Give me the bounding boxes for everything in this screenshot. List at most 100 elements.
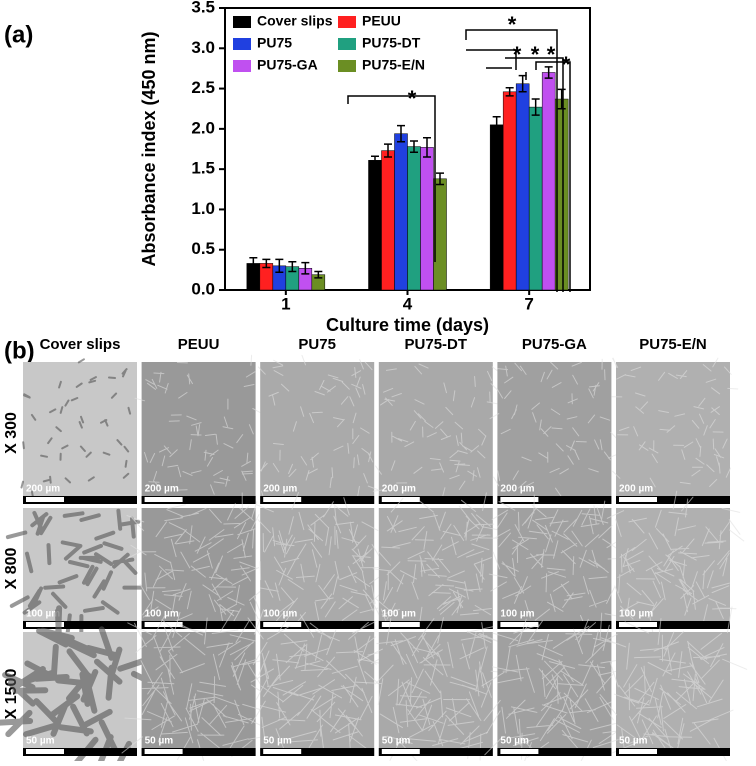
row-label: X 800 [3, 547, 20, 589]
scale-bar [263, 622, 302, 627]
scale-bar [263, 497, 302, 502]
column-header: Cover slips [40, 336, 121, 353]
scale-bar-label: 100 µm [619, 609, 653, 620]
image-bg [497, 632, 612, 756]
error-bar [410, 140, 418, 153]
scale-bar [381, 497, 420, 502]
scale-bar [500, 622, 539, 627]
image-strip [497, 748, 612, 756]
error-bar [314, 270, 323, 279]
image-texture [611, 357, 739, 488]
bar [528, 106, 543, 291]
scale-bar-label: 100 µm [263, 609, 297, 620]
scale-bar [619, 749, 657, 754]
legend-swatch [338, 16, 356, 28]
column-header: PEUU [178, 336, 220, 353]
image-texture [20, 358, 132, 499]
scale-bar-label: 200 µm [619, 484, 653, 495]
sem-image: 50 µm [592, 606, 748, 762]
image-strip [616, 621, 730, 629]
scale-bar-label: 200 µm [500, 484, 534, 495]
significance-mark: * [547, 42, 556, 67]
error-bar [544, 66, 553, 79]
legend-swatch [233, 16, 251, 28]
bar [407, 146, 421, 291]
column-header: PU75-DT [405, 336, 468, 353]
error-bar [371, 155, 379, 166]
legend-swatch [338, 38, 356, 50]
error-bar [557, 88, 566, 110]
significance-bracket [347, 29, 571, 292]
image-texture [592, 606, 748, 762]
scale-bar-label: 100 µm [145, 609, 179, 620]
image-strip [497, 496, 612, 504]
image-strip [260, 748, 375, 756]
error-bar [301, 261, 310, 275]
error-bar [423, 136, 431, 158]
image-strip [23, 496, 137, 504]
legend-label: PU75-GA [257, 57, 318, 73]
image-bg [616, 508, 730, 629]
image-strip [616, 748, 730, 756]
bar [489, 124, 504, 291]
error-bar [249, 257, 258, 270]
scale-bar-label: 100 µm [500, 609, 534, 620]
scale-bar [500, 749, 539, 754]
error-bar [262, 258, 271, 269]
significance-mark: * [562, 52, 571, 77]
significance-mark: * [508, 12, 517, 37]
image-strip [141, 748, 256, 756]
significance-mark: * [513, 42, 522, 67]
scale-bar [26, 497, 64, 502]
column-header: PU75 [298, 336, 336, 353]
error-bar [275, 258, 284, 274]
image-texture [355, 617, 518, 762]
image-strip [260, 621, 375, 629]
image-strip [260, 496, 375, 504]
image-texture [247, 610, 395, 754]
scale-bar [500, 497, 539, 502]
significance-mark: * [531, 42, 540, 67]
x-tick-label: 4 [403, 294, 413, 313]
scale-bar-label: 200 µm [263, 484, 297, 495]
scale-bar [381, 749, 420, 754]
error-bar [384, 143, 392, 158]
x-axis-label: Culture time (days) [326, 315, 489, 335]
bar [541, 72, 556, 291]
y-tick-label: 1.0 [191, 199, 215, 218]
image-texture [256, 492, 385, 627]
image-texture [5, 508, 145, 636]
scale-bar [26, 749, 64, 754]
sem-image: 50 µm [247, 610, 395, 756]
row-label: X 300 [3, 412, 20, 454]
image-texture [360, 492, 501, 627]
scale-bar-label: 50 µm [500, 736, 529, 747]
bar [515, 83, 530, 291]
scale-bar-label: 200 µm [26, 484, 60, 495]
scale-bar [263, 749, 302, 754]
image-strip [378, 496, 493, 504]
scale-bar [26, 622, 64, 627]
y-tick-label: 2.0 [191, 118, 215, 137]
image-strip [378, 621, 493, 629]
sem-image: 100 µm [479, 494, 627, 633]
legend-swatch [233, 60, 251, 72]
panel-label: (a) [4, 21, 33, 48]
image-strip [23, 621, 137, 629]
legend-label: PEUU [362, 13, 401, 29]
y-tick-label: 2.5 [191, 78, 215, 97]
sem-image: 100 µm [5, 508, 145, 636]
column-header: PU75-E/N [639, 336, 707, 353]
sem-image: 200 µm [611, 357, 739, 504]
image-texture [372, 363, 501, 498]
bar [368, 160, 382, 291]
scale-bar [144, 497, 183, 502]
bar [394, 133, 408, 291]
y-tick-label: 1.5 [191, 159, 215, 178]
sem-image: 50 µm [481, 612, 630, 766]
legend-label: PU75-DT [362, 35, 421, 51]
legend-label: PU75 [257, 35, 292, 51]
sem-image: 200 µm [20, 358, 137, 504]
y-tick-label: 0.5 [191, 239, 215, 258]
y-tick-label: 3.5 [191, 0, 215, 16]
